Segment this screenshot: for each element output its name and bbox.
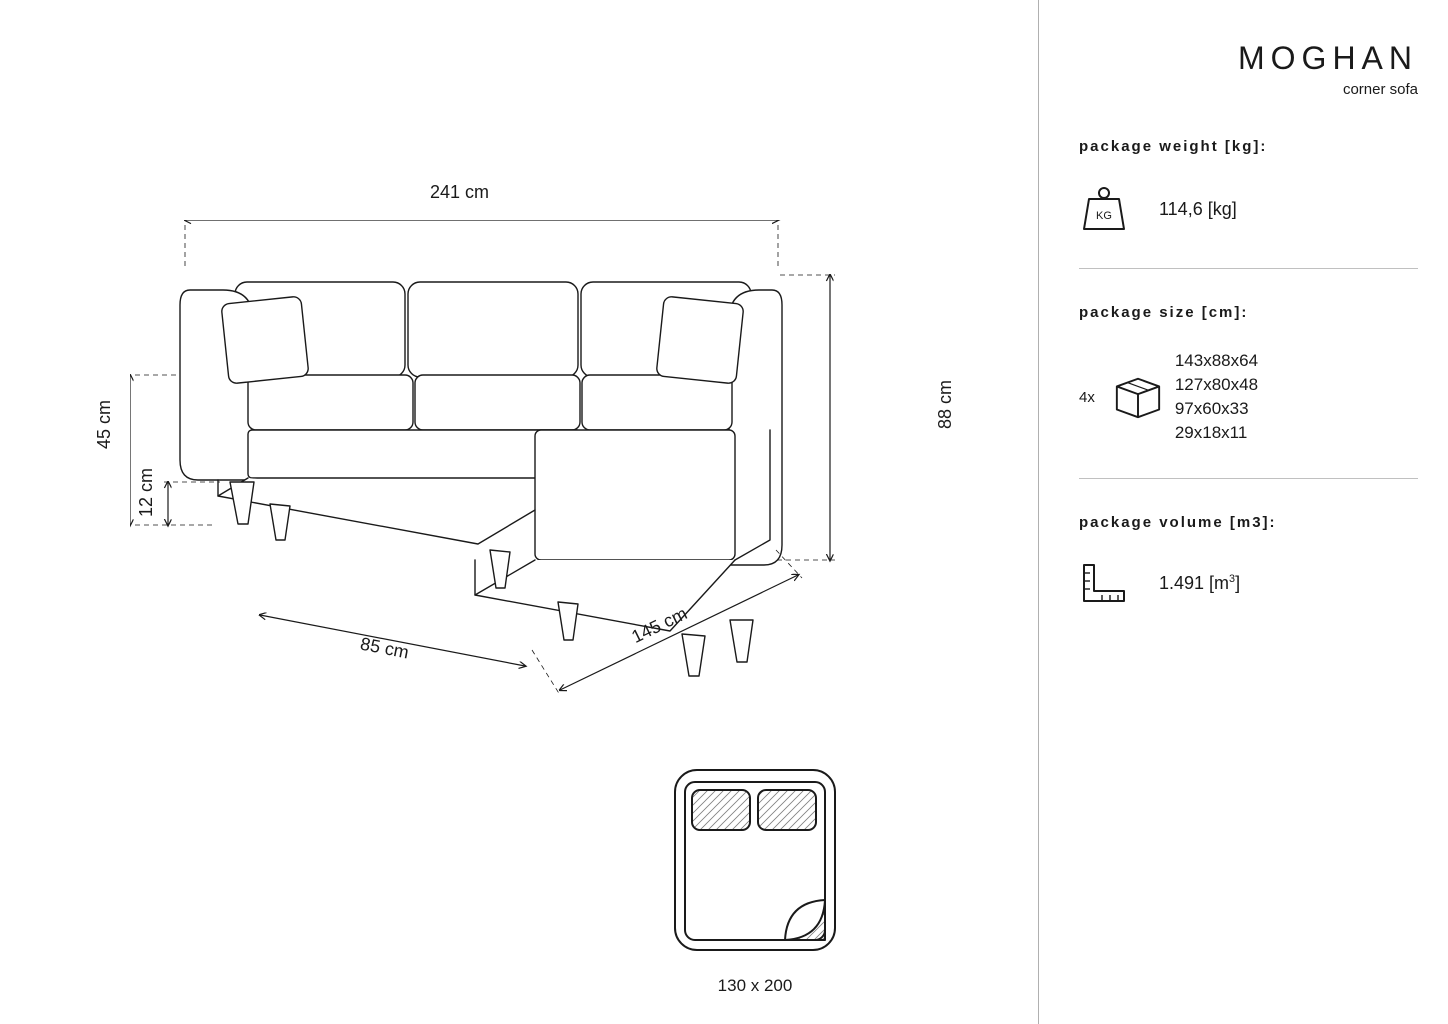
svg-text:KG: KG (1096, 210, 1112, 222)
box-icon (1113, 374, 1163, 420)
size-qty: 4x (1079, 389, 1095, 406)
bed-size-label: 130 x 200 (718, 976, 793, 996)
dim-seat-height: 45 cm (94, 400, 115, 449)
size-line: 29x18x11 (1175, 423, 1258, 443)
sofa-svg (130, 220, 910, 740)
ruler-icon (1079, 561, 1129, 605)
size-label: package size [cm]: (1079, 304, 1418, 321)
volume-value: 1.491 [m3] (1159, 573, 1240, 594)
bed-svg (650, 760, 860, 970)
size-values: 143x88x64 127x80x48 97x60x33 29x18x11 (1175, 351, 1258, 443)
size-line: 97x60x33 (1175, 399, 1258, 419)
sofa-diagram: 241 cm 88 cm 45 cm 12 cm 85 cm 145 cm (130, 220, 910, 740)
dim-height: 88 cm (935, 380, 956, 429)
bed-size-diagram: 130 x 200 (650, 760, 860, 990)
section-weight: package weight [kg]: KG 114,6 [kg] (1079, 138, 1418, 269)
weight-icon: KG (1079, 185, 1129, 233)
size-line: 143x88x64 (1175, 351, 1258, 371)
diagram-panel: 241 cm 88 cm 45 cm 12 cm 85 cm 145 cm (0, 0, 1038, 1024)
product-name: MOGHAN (1079, 40, 1418, 77)
weight-value: 114,6 [kg] (1159, 199, 1237, 220)
weight-label: package weight [kg]: (1079, 138, 1418, 155)
dim-leg-height: 12 cm (136, 468, 157, 517)
section-size: package size [cm]: 4x 143x88x64 127x80x4… (1079, 304, 1418, 479)
volume-label: package volume [m3]: (1079, 514, 1418, 531)
size-line: 127x80x48 (1175, 375, 1258, 395)
dim-width: 241 cm (430, 182, 489, 203)
spec-panel: MOGHAN corner sofa package weight [kg]: … (1038, 0, 1448, 1024)
product-subtitle: corner sofa (1079, 81, 1418, 98)
section-volume: package volume [m3]: 1.491 [m3] (1079, 514, 1418, 640)
